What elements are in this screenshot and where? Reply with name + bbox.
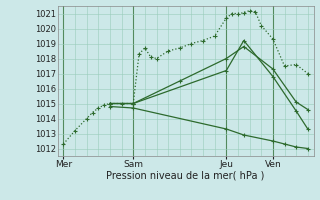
X-axis label: Pression niveau de la mer( hPa ): Pression niveau de la mer( hPa ) xyxy=(107,171,265,181)
